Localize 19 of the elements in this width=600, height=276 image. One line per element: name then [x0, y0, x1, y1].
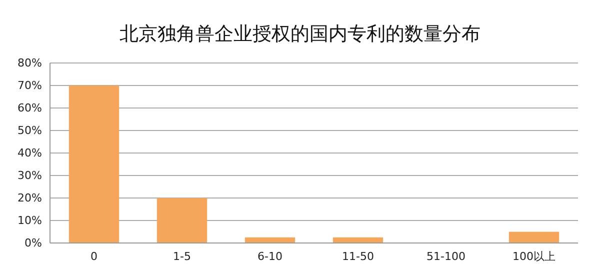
x-tick-label: 6-10 — [258, 250, 282, 263]
y-tick-label: 50% — [18, 124, 42, 138]
y-tick-label: 80% — [18, 56, 42, 70]
y-tick-label: 20% — [18, 192, 42, 205]
bar — [68, 86, 120, 243]
bar — [508, 232, 560, 243]
chart-title: 北京独角兽企业授权的国内专利的数量分布 — [120, 23, 480, 45]
x-tick-label: 0 — [90, 250, 98, 263]
x-tick-label: 11-50 — [342, 250, 374, 263]
y-tick-label: 70% — [18, 79, 42, 92]
y-tick-label: 30% — [18, 169, 42, 182]
x-tick-label: 51-100 — [426, 250, 466, 263]
bar — [156, 198, 208, 243]
y-tick-label: 0% — [24, 236, 42, 250]
y-tick-label: 60% — [18, 102, 42, 115]
y-tick-label: 40% — [18, 146, 42, 160]
x-tick-label: 100以上 — [512, 250, 556, 263]
x-tick-label: 1-5 — [173, 250, 191, 263]
y-tick-label: 10% — [18, 214, 42, 228]
